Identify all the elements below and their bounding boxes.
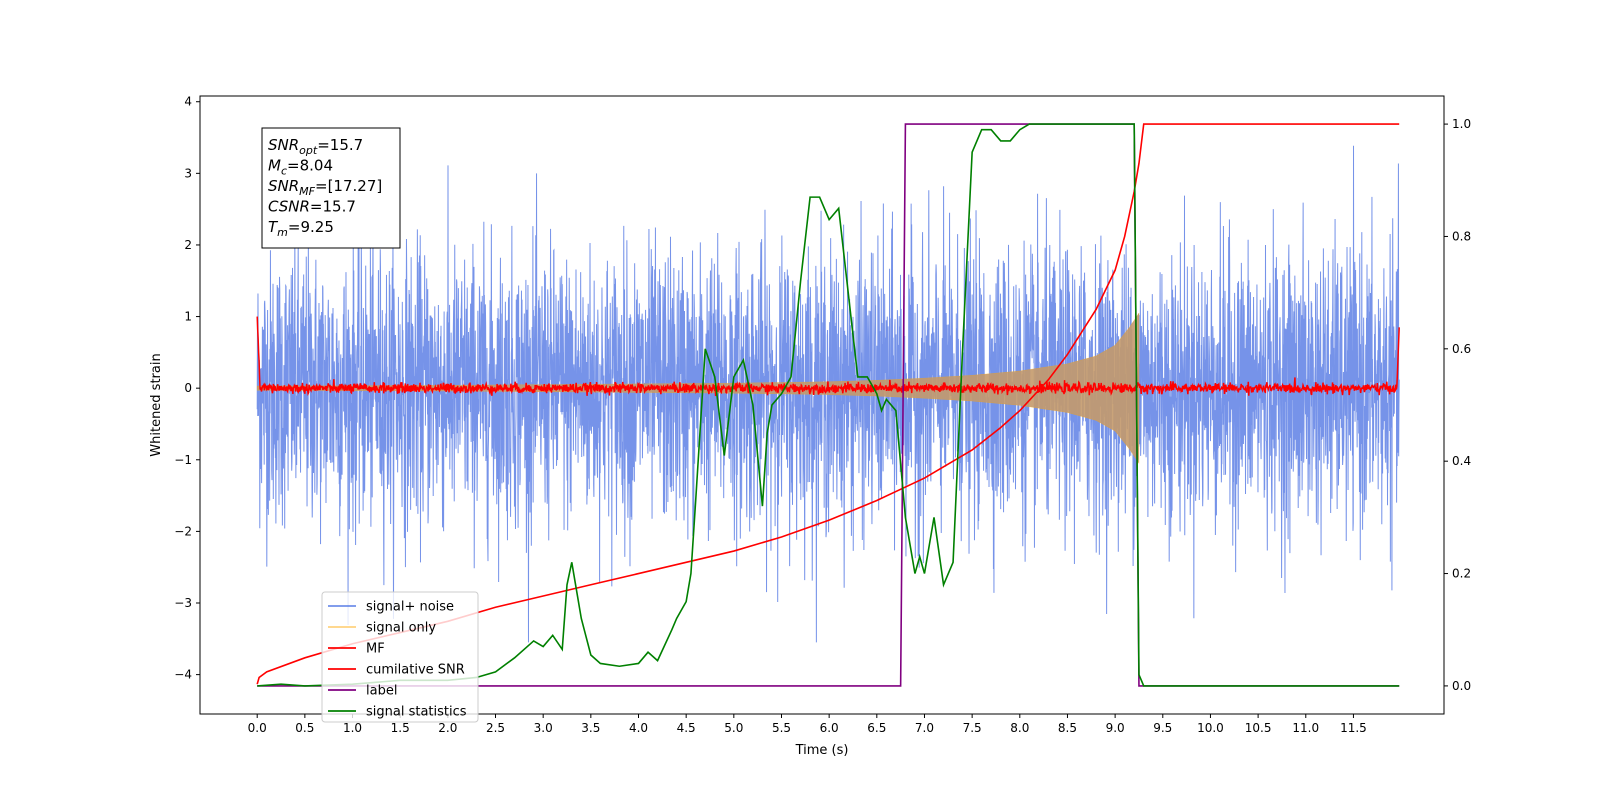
x-tick-label: 10.0 — [1197, 721, 1224, 735]
x-tick-label: 9.5 — [1153, 721, 1172, 735]
x-tick-label: 6.0 — [820, 721, 839, 735]
y-tick-label: −4 — [174, 668, 192, 682]
x-tick-label: 1.5 — [391, 721, 410, 735]
legend-frame — [321, 591, 479, 723]
annotation-line: SNRopt=15.7 — [268, 136, 363, 157]
axis-ticks: 0.0 0.5 1.0 1.5 2.0 2.5 3.0 3.5 4.0 4.5 5.0 5.5 6.0 6… — [174, 95, 1471, 735]
y2-tick-label: 0.0 — [1452, 679, 1471, 693]
x-tick-label: 11.0 — [1292, 721, 1319, 735]
y2-tick-label: 0.4 — [1452, 454, 1471, 468]
annotation-value: =15.7 — [310, 198, 356, 216]
legend-label: signal only — [366, 621, 436, 636]
annotation-symbol: SNR — [268, 177, 299, 195]
y2-tick-label: 0.2 — [1452, 567, 1471, 581]
legend-label: signal+ noise — [366, 600, 454, 615]
legend: signal+ noise signal only MF cumilative SNR… — [321, 591, 479, 723]
x-tick-label: 2.5 — [486, 721, 505, 735]
annotation-symbol: M — [268, 157, 281, 175]
x-tick-label: 8.0 — [1010, 721, 1029, 735]
annotation-value: =[17.27] — [315, 177, 382, 195]
axes-frame — [199, 95, 1445, 715]
legend-label: label — [366, 684, 397, 699]
x-tick-label: 5.5 — [772, 721, 791, 735]
series-signal-statistics — [257, 123, 1400, 687]
annotation-subscript: c — [281, 165, 287, 178]
y-tick-label: 1 — [184, 310, 192, 324]
x-tick-label: 4.5 — [677, 721, 696, 735]
x-tick-label: 11.5 — [1340, 721, 1367, 735]
x-axis-label: Time (s) — [795, 743, 849, 758]
y2-tick-label: 0.6 — [1452, 342, 1471, 356]
annotation-symbol: T — [268, 218, 279, 236]
x-tick-label: 7.5 — [963, 721, 982, 735]
y-tick-label: 0 — [184, 381, 192, 395]
x-tick-label: 4.0 — [629, 721, 648, 735]
annotation-symbol: SNR — [268, 136, 299, 154]
y-tick-label: 4 — [184, 95, 192, 109]
series-signal-noise — [256, 145, 1400, 643]
annotation-frame — [261, 127, 401, 249]
x-tick-label: 8.5 — [1058, 721, 1077, 735]
y2-tick-label: 1.0 — [1452, 117, 1471, 131]
annotation-value: =15.7 — [317, 136, 363, 154]
x-tick-label: 1.0 — [343, 721, 362, 735]
y2-tick-label: 0.8 — [1452, 229, 1471, 243]
annotation-value: =9.25 — [288, 218, 334, 236]
annotation-line: CSNR=15.7 — [268, 198, 356, 216]
annotation-subscript: MF — [299, 185, 315, 198]
x-tick-label: 10.5 — [1245, 721, 1272, 735]
x-tick-label: 2.0 — [438, 721, 457, 735]
x-tick-label: 7.0 — [915, 721, 934, 735]
x-tick-label: 3.0 — [534, 721, 553, 735]
annotation-symbol: CSNR — [268, 198, 310, 216]
annotation-subscript: opt — [299, 144, 318, 157]
annotation-value: =8.04 — [287, 157, 333, 175]
x-tick-label: 0.0 — [248, 721, 267, 735]
y-axis-label: Whitened strain — [149, 353, 164, 456]
y-tick-label: −2 — [174, 524, 192, 538]
x-tick-label: 0.5 — [295, 721, 314, 735]
legend-label: MF — [366, 642, 385, 657]
annotation-box: SNRopt=15.7Mc=8.04SNRMF=[17.27]CSNR=15.7… — [261, 127, 401, 249]
y-tick-label: 3 — [184, 166, 192, 180]
y-tick-label: −3 — [174, 596, 192, 610]
y-tick-label: 2 — [184, 238, 192, 252]
y-tick-label: −1 — [174, 453, 192, 467]
x-tick-label: 5.0 — [724, 721, 743, 735]
annotation-subscript: m — [277, 226, 288, 239]
annotation-line: Mc=8.04 — [268, 157, 333, 178]
annotation-line: SNRMF=[17.27] — [268, 177, 382, 198]
annotation-line: Tm=9.25 — [268, 218, 334, 239]
x-tick-label: 3.5 — [581, 721, 600, 735]
series-mf — [256, 316, 1400, 397]
x-tick-label: 6.5 — [867, 721, 886, 735]
legend-label: cumilative SNR — [366, 663, 465, 678]
legend-label: signal statistics — [366, 705, 467, 720]
x-tick-label: 9.0 — [1106, 721, 1125, 735]
